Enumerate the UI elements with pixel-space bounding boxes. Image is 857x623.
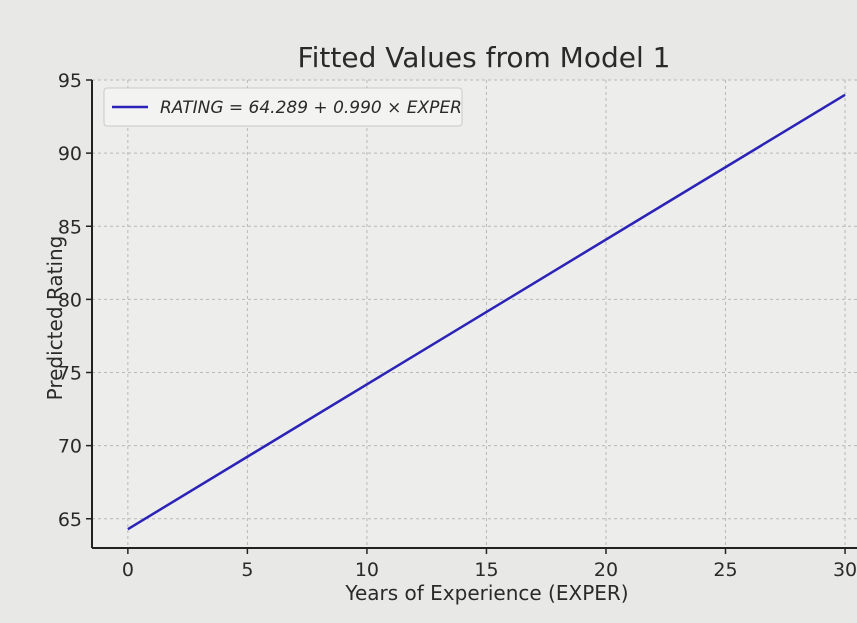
plot-area — [92, 80, 857, 548]
y-tick-label: 85 — [58, 216, 82, 238]
x-axis-label: Years of Experience (EXPER) — [344, 581, 628, 605]
axes — [86, 79, 857, 554]
y-tick-label: 75 — [58, 363, 82, 385]
chart-title: Fitted Values from Model 1 — [298, 41, 671, 74]
x-tick-label: 10 — [355, 559, 379, 581]
y-tick-label: 70 — [58, 436, 82, 458]
legend-box — [103, 87, 463, 127]
legend: RATING = 64.289 + 0.990 × EXPER — [103, 87, 463, 127]
series-layer — [127, 93, 846, 531]
y-tick-label: 80 — [58, 289, 82, 311]
grid — [92, 79, 857, 548]
x-tick-label: 30 — [833, 559, 857, 581]
x-tick-label: 20 — [594, 559, 618, 581]
y-tick-label: 90 — [58, 143, 82, 165]
tick-labels: 0 5 10 15 20 25 30 65 70 75 80 85 90 95 — [58, 70, 857, 581]
y-tick-label: 65 — [58, 509, 82, 531]
fitted-line — [127, 93, 846, 531]
legend-entry-label: RATING = 64.289 + 0.990 × EXPER — [160, 98, 462, 118]
x-tick-label: 25 — [713, 559, 737, 581]
x-tick-label: 5 — [241, 559, 253, 581]
y-axis-label: Predicted Rating — [43, 236, 67, 401]
y-tick-label: 95 — [58, 70, 82, 92]
x-tick-label: 0 — [122, 559, 134, 581]
x-tick-label: 15 — [474, 559, 498, 581]
